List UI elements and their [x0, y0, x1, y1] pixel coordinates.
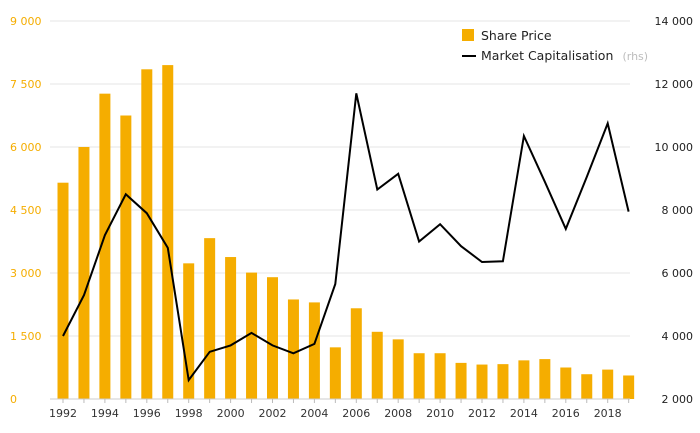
legend-label-share-price: Share Price [481, 28, 552, 43]
y-right-tick-label: 2 000 [662, 393, 694, 406]
y-right-tick-label: 12 000 [655, 78, 694, 91]
share-price-bar-2007 [371, 331, 383, 399]
y-right-tick-label: 14 000 [655, 15, 694, 28]
y-right-tick-label: 4 000 [662, 330, 694, 343]
share-price-bar-1999 [204, 238, 216, 399]
x-tick-label: 2000 [217, 407, 245, 420]
y-left-tick-label: 6 000 [10, 141, 42, 154]
legend-market-cap-name: Market Capitalisation [481, 48, 613, 63]
y-left-tick-label: 9 000 [10, 15, 42, 28]
legend-swatch-share-price [462, 29, 474, 41]
share-price-bar-2012 [476, 364, 488, 399]
share-price-bar-1994 [99, 93, 111, 399]
legend-market-cap-suffix: (rhs) [622, 50, 648, 63]
share-price-bar-2001 [246, 272, 258, 399]
share-price-bar-2004 [308, 302, 320, 399]
legend: Share Price Market Capitalisation (rhs) [462, 28, 648, 64]
share-price-bar-2016 [560, 367, 572, 399]
share-price-bar-2002 [267, 277, 278, 399]
share-price-bar-2010 [434, 353, 446, 399]
x-tick-label: 2010 [426, 407, 454, 420]
y-right-tick-label: 10 000 [655, 141, 694, 154]
share-price-bar-2006 [350, 308, 362, 399]
share-price-bar-1993 [78, 147, 90, 399]
y-left-tick-label: 7 500 [10, 78, 42, 91]
share-price-bar-2019 [623, 375, 635, 399]
share-price-bar-1996 [141, 69, 153, 400]
share-price-bar-2015 [539, 359, 551, 399]
share-price-bar-2003 [287, 299, 299, 399]
x-tick-label: 2014 [510, 407, 538, 420]
share-price-bar-2018 [602, 369, 614, 399]
x-tick-label: 2016 [552, 407, 580, 420]
x-tick-label: 2002 [259, 407, 287, 420]
share-price-bar-2014 [518, 360, 530, 399]
x-tick-label: 2004 [300, 407, 328, 420]
share-price-bar-2005 [329, 347, 341, 399]
x-tick-label: 1996 [133, 407, 161, 420]
share-price-bars [57, 65, 635, 400]
x-tick-label: 2012 [468, 407, 496, 420]
legend-label-market-cap: Market Capitalisation (rhs) [481, 45, 648, 64]
x-tick-label: 2018 [594, 407, 622, 420]
share-price-bar-2000 [225, 257, 237, 399]
market-cap-line [62, 93, 630, 383]
share-price-bar-1992 [57, 182, 69, 399]
y-right-tick-label: 6 000 [662, 267, 694, 280]
y-left-tick-label: 3 000 [10, 267, 42, 280]
x-tick-label: 2006 [342, 407, 370, 420]
axes: 0 2 000 1 500 4 000 3 000 6 000 4 500 8 000 6 00… [10, 15, 693, 420]
x-tick-label: 1992 [49, 407, 77, 420]
x-tick-label: 1994 [91, 407, 119, 420]
y-left-tick-label: 0 [10, 393, 17, 406]
y-left-tick-label: 1 500 [10, 330, 42, 343]
share-price-bar-2017 [581, 374, 593, 399]
x-tick-label: 2008 [384, 407, 412, 420]
y-right-tick-label: 8 000 [662, 204, 694, 217]
share-price-bar-1997 [162, 65, 174, 399]
share-price-bar-2008 [392, 339, 404, 399]
share-price-bar-1998 [183, 263, 195, 399]
y-left-tick-label: 4 500 [10, 204, 42, 217]
share-price-bar-2009 [413, 353, 425, 399]
share-price-bar-2011 [455, 362, 467, 399]
market-cap-line-group [62, 93, 630, 383]
share-price-bar-2013 [497, 364, 509, 399]
share-price-bar-1995 [120, 115, 132, 399]
x-tick-label: 1998 [175, 407, 203, 420]
